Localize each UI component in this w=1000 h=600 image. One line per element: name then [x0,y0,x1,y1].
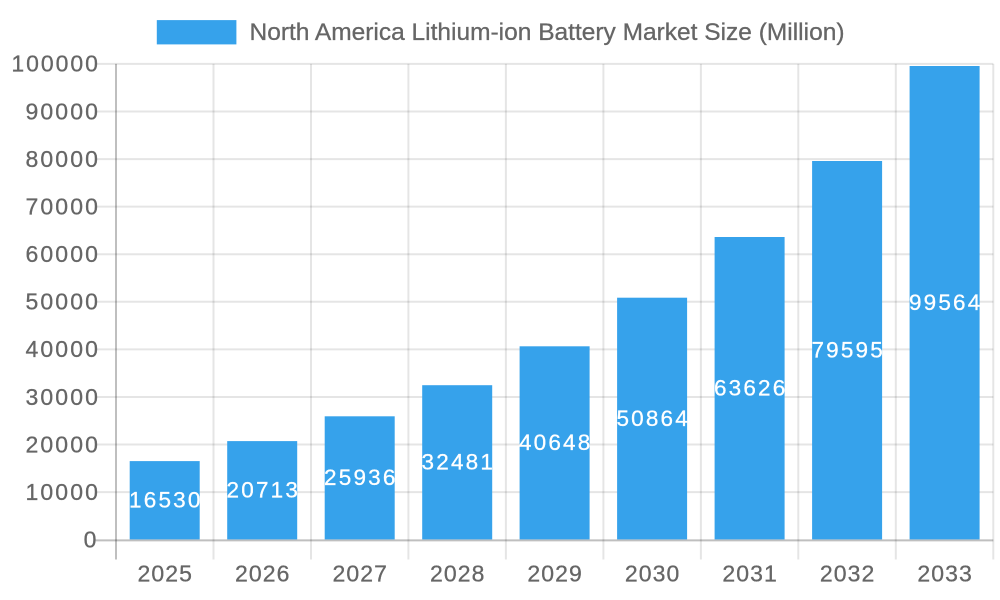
svg-text:2028: 2028 [430,560,485,586]
svg-text:32481: 32481 [422,450,493,475]
svg-text:0: 0 [84,527,97,553]
svg-text:20713: 20713 [227,478,298,503]
svg-text:40648: 40648 [519,430,590,455]
svg-text:25936: 25936 [324,465,395,490]
svg-text:2033: 2033 [917,560,972,586]
svg-text:16530: 16530 [129,488,200,513]
svg-text:2031: 2031 [722,560,777,586]
svg-text:20000: 20000 [26,431,98,457]
svg-text:10000: 10000 [26,479,98,505]
svg-text:30000: 30000 [26,384,98,410]
svg-text:50864: 50864 [616,406,687,431]
svg-text:50000: 50000 [26,289,98,315]
svg-text:2025: 2025 [137,560,192,586]
svg-text:80000: 80000 [26,146,98,172]
svg-text:2027: 2027 [332,560,387,586]
svg-text:79595: 79595 [811,338,882,363]
svg-text:2030: 2030 [625,560,680,586]
svg-text:2029: 2029 [527,560,582,586]
svg-text:North America Lithium-ion Batt: North America Lithium-ion Battery Market… [250,19,845,46]
svg-text:70000: 70000 [26,193,98,219]
svg-text:2026: 2026 [235,560,290,586]
svg-text:63626: 63626 [714,376,785,401]
svg-text:99564: 99564 [909,290,980,315]
svg-text:60000: 60000 [26,241,98,267]
svg-text:90000: 90000 [26,98,98,124]
svg-text:40000: 40000 [26,336,98,362]
svg-text:2032: 2032 [820,560,875,586]
